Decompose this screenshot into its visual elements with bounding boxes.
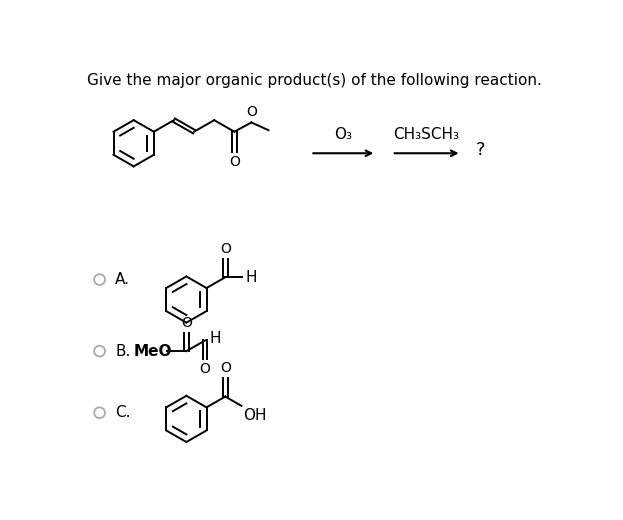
Text: O: O <box>200 362 211 376</box>
Text: O: O <box>229 155 240 169</box>
Text: O: O <box>220 242 231 256</box>
Text: Give the major organic product(s) of the following reaction.: Give the major organic product(s) of the… <box>87 73 542 88</box>
Text: H: H <box>245 270 257 285</box>
Text: ?: ? <box>476 141 485 159</box>
Text: MeO: MeO <box>134 344 172 359</box>
Text: C.: C. <box>115 405 131 420</box>
Text: CH₃SCH₃: CH₃SCH₃ <box>394 127 460 142</box>
Text: OH: OH <box>243 408 267 423</box>
Text: H: H <box>209 331 221 346</box>
Text: O: O <box>220 361 231 375</box>
Text: O: O <box>181 316 192 330</box>
Text: A.: A. <box>115 272 130 287</box>
Text: O₃: O₃ <box>335 127 353 142</box>
Text: O: O <box>247 106 258 120</box>
Text: B.: B. <box>115 344 130 359</box>
